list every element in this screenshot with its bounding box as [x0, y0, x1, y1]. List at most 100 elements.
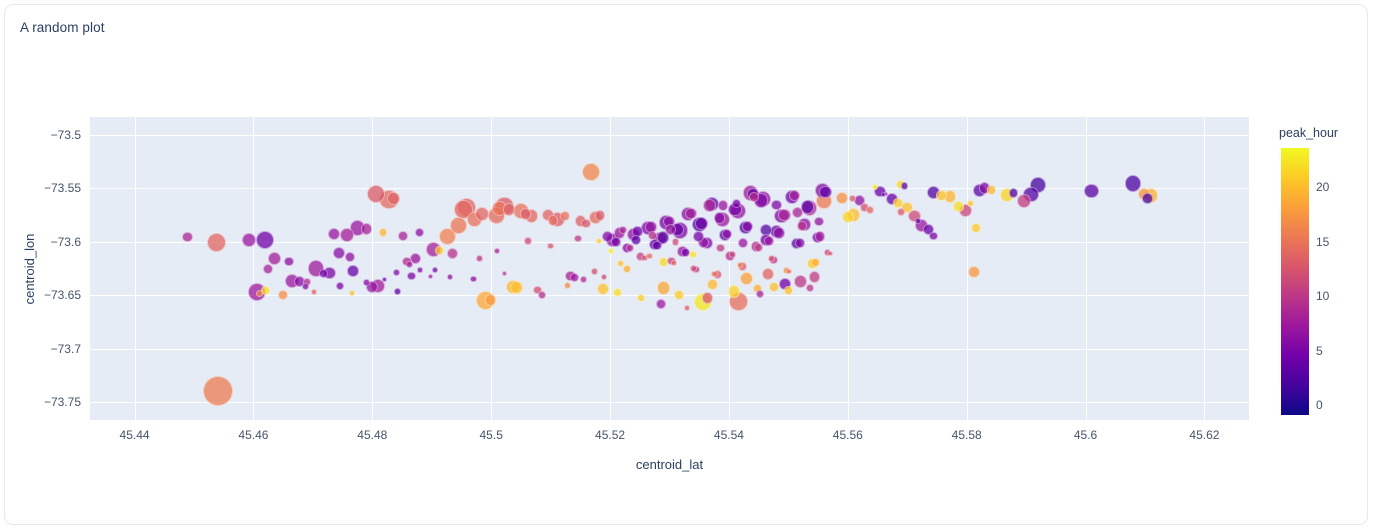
scatter-marker[interactable] — [242, 233, 257, 248]
scatter-marker[interactable] — [596, 282, 610, 295]
scatter-marker[interactable] — [768, 281, 780, 292]
scatter-marker[interactable] — [484, 294, 497, 306]
scatter-marker[interactable] — [533, 285, 542, 295]
scatter-marker[interactable] — [363, 279, 370, 286]
scatter-marker[interactable] — [494, 248, 501, 255]
scatter-marker[interactable] — [475, 254, 483, 262]
scatter-marker[interactable] — [788, 189, 801, 202]
scatter-marker[interactable] — [601, 274, 608, 280]
scatter-marker[interactable] — [327, 228, 340, 241]
scatter-marker[interactable] — [594, 210, 606, 221]
scatter-marker[interactable] — [810, 258, 820, 268]
scatter-marker[interactable] — [284, 256, 294, 267]
scatter-marker[interactable] — [971, 222, 982, 233]
scatter-marker[interactable] — [206, 233, 227, 253]
scatter-marker[interactable] — [646, 252, 653, 260]
scatter-marker[interactable] — [262, 263, 273, 275]
scatter-marker[interactable] — [689, 250, 698, 259]
scatter-marker[interactable] — [674, 290, 684, 301]
scatter-marker[interactable] — [792, 207, 804, 219]
scatter-marker[interactable] — [626, 243, 635, 252]
scatter-marker[interactable] — [447, 248, 459, 259]
scatter-marker[interactable] — [319, 269, 329, 279]
scatter-marker[interactable] — [805, 283, 814, 292]
scatter-marker[interactable] — [701, 292, 714, 304]
scatter-marker[interactable] — [310, 288, 318, 296]
scatter-marker[interactable] — [914, 218, 921, 225]
scatter-marker[interactable] — [618, 225, 628, 235]
scatter-marker[interactable] — [966, 199, 974, 207]
scatter-marker[interactable] — [755, 289, 765, 299]
scatter-marker[interactable] — [1124, 175, 1142, 192]
scatter-marker[interactable] — [612, 287, 622, 297]
scatter-marker[interactable] — [897, 208, 906, 217]
scatter-marker[interactable] — [656, 281, 671, 295]
scatter-marker[interactable] — [438, 227, 456, 246]
scatter-marker[interactable] — [608, 248, 615, 255]
scatter-marker[interactable] — [617, 259, 625, 267]
scatter-marker[interactable] — [581, 218, 592, 229]
scatter-marker[interactable] — [268, 252, 282, 266]
scatter-marker[interactable] — [648, 231, 658, 241]
scatter-marker[interactable] — [502, 203, 516, 217]
scatter-marker[interactable] — [446, 274, 453, 280]
scatter-marker[interactable] — [727, 285, 740, 298]
scatter-marker[interactable] — [637, 294, 645, 302]
scatter-marker[interactable] — [569, 272, 579, 282]
scatter-marker[interactable] — [685, 207, 697, 220]
scatter-marker[interactable] — [394, 288, 401, 295]
scatter-marker[interactable] — [713, 212, 726, 224]
scatter-marker[interactable] — [786, 269, 792, 275]
scatter-marker[interactable] — [427, 273, 434, 280]
scatter-marker[interactable] — [818, 185, 832, 199]
scatter-marker[interactable] — [340, 228, 355, 243]
scatter-marker[interactable] — [849, 195, 856, 202]
scatter-marker[interactable] — [923, 224, 935, 236]
scatter-marker[interactable] — [814, 231, 826, 242]
scatter-marker[interactable] — [836, 192, 848, 204]
scatter-marker[interactable] — [796, 220, 808, 231]
scatter-marker[interactable] — [692, 231, 704, 243]
scatter-marker[interactable] — [336, 281, 345, 290]
scatter-marker[interactable] — [742, 220, 754, 232]
scatter-marker[interactable] — [901, 182, 909, 190]
scatter-marker[interactable] — [827, 250, 833, 257]
scatter-marker[interactable] — [731, 198, 741, 208]
scatter-marker[interactable] — [664, 223, 677, 236]
scatter-marker[interactable] — [671, 260, 678, 267]
scatter-marker[interactable] — [1142, 193, 1153, 204]
scatter-marker[interactable] — [740, 271, 754, 285]
scatter-marker[interactable] — [762, 268, 774, 280]
scatter-marker[interactable] — [582, 163, 600, 182]
scatter-marker[interactable] — [767, 255, 775, 263]
scatter-marker[interactable] — [728, 250, 737, 259]
scatter-marker[interactable] — [702, 198, 716, 212]
scatter-marker[interactable] — [711, 270, 718, 278]
scatter-marker[interactable] — [563, 281, 571, 289]
scatter-marker[interactable] — [405, 260, 413, 268]
scatter-marker[interactable] — [772, 226, 785, 239]
scatter-marker[interactable] — [771, 199, 782, 210]
scatter-marker[interactable] — [936, 190, 948, 202]
colorbar-gradient[interactable] — [1281, 148, 1309, 415]
scatter-marker[interactable] — [417, 267, 423, 273]
scatter-marker[interactable] — [986, 184, 997, 195]
scatter-marker[interactable] — [256, 230, 275, 249]
scatter-marker[interactable] — [892, 198, 903, 209]
scatter-marker[interactable] — [595, 237, 603, 245]
scatter-marker[interactable] — [784, 286, 793, 295]
scatter-marker[interactable] — [378, 228, 388, 237]
scatter-marker[interactable] — [814, 216, 825, 227]
scatter-marker[interactable] — [656, 231, 670, 244]
scatter-marker[interactable] — [684, 305, 691, 312]
scatter-marker[interactable] — [717, 200, 729, 212]
scatter-marker[interactable] — [793, 274, 807, 288]
scatter-marker[interactable] — [690, 264, 698, 273]
scatter-marker[interactable] — [574, 234, 582, 243]
scatter-marker[interactable] — [800, 200, 815, 214]
scatter-marker[interactable] — [360, 223, 373, 235]
scatter-marker[interactable] — [763, 236, 774, 247]
scatter-marker[interactable] — [450, 217, 467, 234]
plot-canvas[interactable] — [90, 117, 1249, 420]
scatter-marker[interactable] — [706, 279, 718, 291]
